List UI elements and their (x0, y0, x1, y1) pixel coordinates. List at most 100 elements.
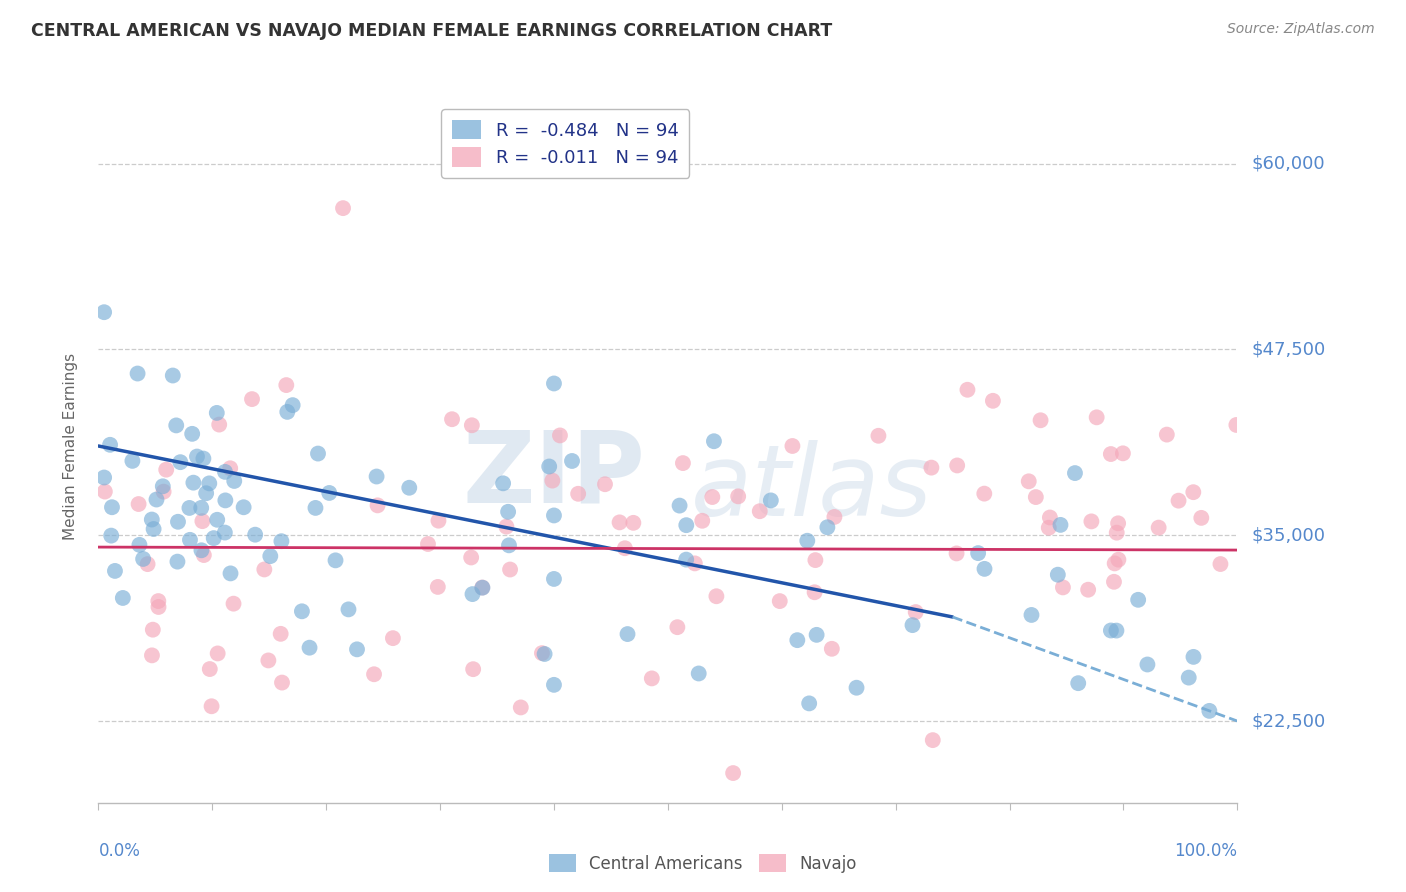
Y-axis label: Median Female Earnings: Median Female Earnings (63, 352, 77, 540)
Point (471, 581, 494, 595)
Point (304, 500, 326, 515)
Legend: R =  -0.484   N = 94, R =  -0.011   N = 94: R = -0.484 N = 94, R = -0.011 N = 94 (441, 109, 689, 178)
Point (1038, 521, 1060, 535)
Point (1102, 574, 1125, 589)
Legend: Central Americans, Navajo: Central Americans, Navajo (543, 847, 863, 880)
Point (956, 383, 979, 397)
Point (973, 486, 995, 500)
Point (148, 599, 170, 614)
Point (675, 518, 697, 533)
Point (1099, 624, 1122, 638)
Point (214, 465, 236, 479)
Point (561, 454, 583, 468)
Point (530, 646, 553, 660)
Point (821, 641, 844, 656)
Point (621, 516, 644, 530)
Point (142, 623, 165, 637)
Point (769, 594, 792, 608)
Point (543, 572, 565, 586)
Text: atlas: atlas (690, 441, 932, 537)
Point (868, 429, 890, 443)
Point (845, 681, 868, 695)
Point (823, 510, 845, 524)
Point (271, 675, 294, 690)
Point (461, 418, 484, 433)
Point (492, 476, 515, 491)
Point (721, 766, 744, 780)
Point (1198, 704, 1220, 718)
Point (496, 505, 519, 519)
Point (1105, 525, 1128, 540)
Point (195, 486, 218, 500)
Point (441, 412, 464, 426)
Point (198, 662, 221, 676)
Point (307, 446, 329, 460)
Point (337, 602, 360, 616)
Point (593, 477, 616, 491)
Point (346, 642, 368, 657)
Point (142, 522, 165, 536)
Point (1105, 624, 1128, 638)
Point (101, 500, 124, 515)
Point (799, 697, 821, 711)
Point (683, 557, 706, 571)
Point (613, 541, 636, 556)
Point (1052, 581, 1074, 595)
Point (1021, 607, 1043, 622)
Point (1182, 649, 1205, 664)
Point (198, 476, 221, 491)
Point (100, 528, 122, 542)
Point (136, 557, 159, 571)
Point (219, 461, 242, 475)
Point (186, 450, 208, 464)
Text: $47,500: $47,500 (1251, 341, 1326, 359)
Point (759, 493, 782, 508)
Point (416, 537, 439, 551)
Point (202, 531, 225, 545)
Point (190, 500, 212, 515)
Point (748, 504, 770, 518)
Point (1225, 417, 1247, 432)
Point (208, 417, 231, 432)
Text: $60,000: $60,000 (1251, 154, 1324, 172)
Point (1039, 510, 1062, 524)
Point (207, 647, 229, 661)
Point (232, 500, 254, 515)
Point (461, 587, 484, 601)
Point (616, 627, 638, 641)
Point (543, 376, 565, 391)
Point (548, 428, 571, 442)
Point (543, 508, 565, 523)
Point (128, 497, 150, 511)
Point (1182, 485, 1205, 500)
Point (132, 552, 155, 566)
Point (946, 458, 969, 473)
Point (276, 378, 298, 392)
Point (191, 514, 214, 528)
Point (200, 699, 222, 714)
Point (1025, 490, 1047, 504)
Point (193, 451, 215, 466)
Point (904, 605, 927, 619)
Point (460, 550, 482, 565)
Point (609, 516, 631, 530)
Point (243, 527, 266, 541)
Point (703, 434, 725, 449)
Point (786, 633, 808, 648)
Point (240, 392, 263, 406)
Point (973, 562, 995, 576)
Point (214, 525, 236, 540)
Point (541, 474, 564, 488)
Point (1156, 427, 1178, 442)
Point (706, 589, 728, 603)
Text: CENTRAL AMERICAN VS NAVAJO MEDIAN FEMALE EARNINGS CORRELATION CHART: CENTRAL AMERICAN VS NAVAJO MEDIAN FEMALE… (31, 22, 832, 40)
Point (672, 456, 695, 470)
Point (981, 393, 1004, 408)
Point (270, 627, 292, 641)
Point (1189, 511, 1212, 525)
Point (1112, 446, 1135, 460)
Point (166, 555, 188, 569)
Point (145, 492, 167, 507)
Point (921, 733, 943, 747)
Point (325, 553, 347, 567)
